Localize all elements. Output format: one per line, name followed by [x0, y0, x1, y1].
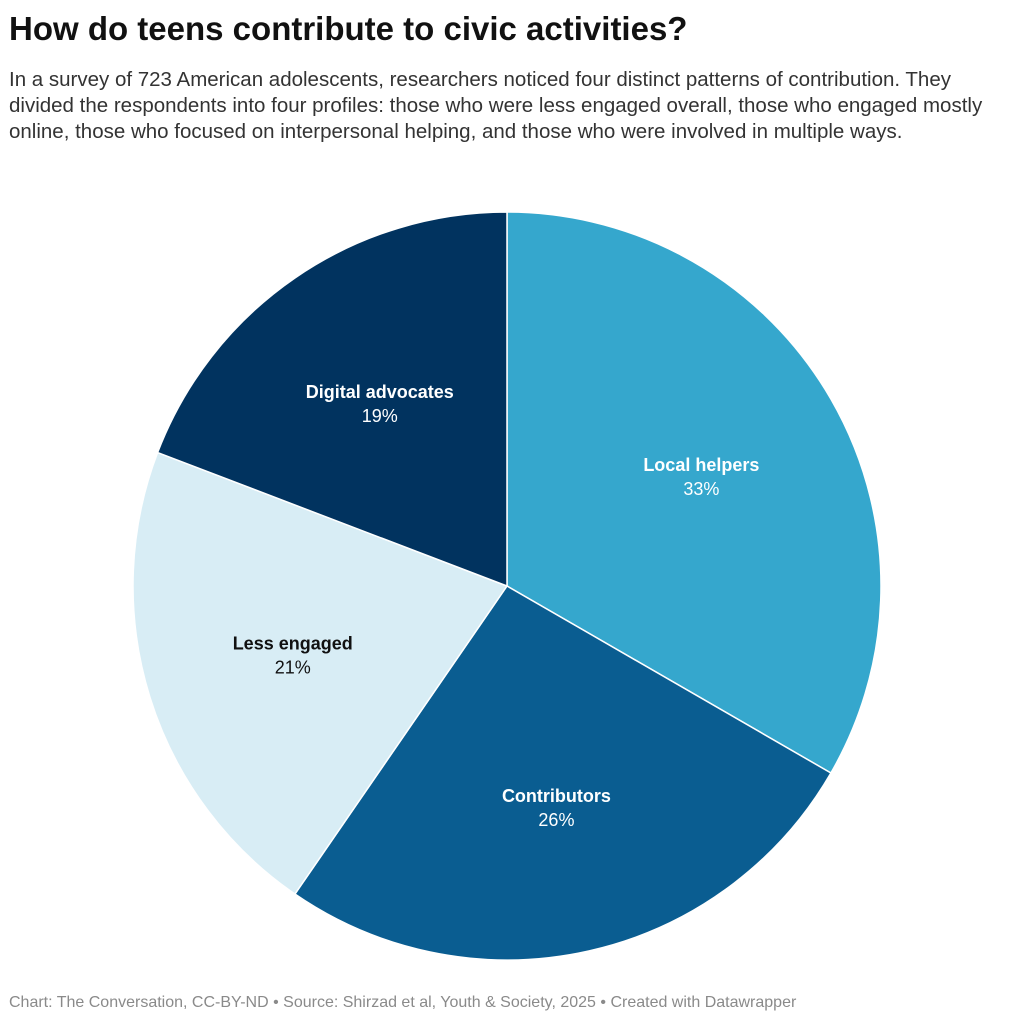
- pie-slice-label-local-helpers: Local helpers: [643, 455, 759, 475]
- pie-slice-digital-advocates: [156, 211, 508, 587]
- pie-slice-local-helpers: [506, 211, 882, 774]
- pie-slice-value-digital-advocates: 19%: [362, 406, 398, 426]
- pie-slice-contributors: [294, 585, 832, 961]
- pie-slice-value-contributors: 26%: [538, 810, 574, 830]
- pie-slice-label-contributors: Contributors: [502, 786, 611, 806]
- pie-chart: Local helpers 33% Contributors 26% Less enga…: [132, 211, 882, 961]
- pie-slice-label-digital-advocates: Digital advocates: [306, 382, 454, 402]
- chart-footer: Chart: The Conversation, CC-BY-ND • Sour…: [9, 994, 797, 1011]
- pie-slice-less-engaged: [132, 451, 508, 895]
- chart-title: How do teens contribute to civic activit…: [9, 10, 688, 47]
- pie-slice-value-local-helpers: 33%: [683, 479, 719, 499]
- chart-description: In a survey of 723 American adolescents,…: [9, 68, 983, 143]
- pie-slice-value-less-engaged: 21%: [275, 658, 311, 678]
- pie-slice-label-less-engaged: Less engaged: [233, 634, 353, 654]
